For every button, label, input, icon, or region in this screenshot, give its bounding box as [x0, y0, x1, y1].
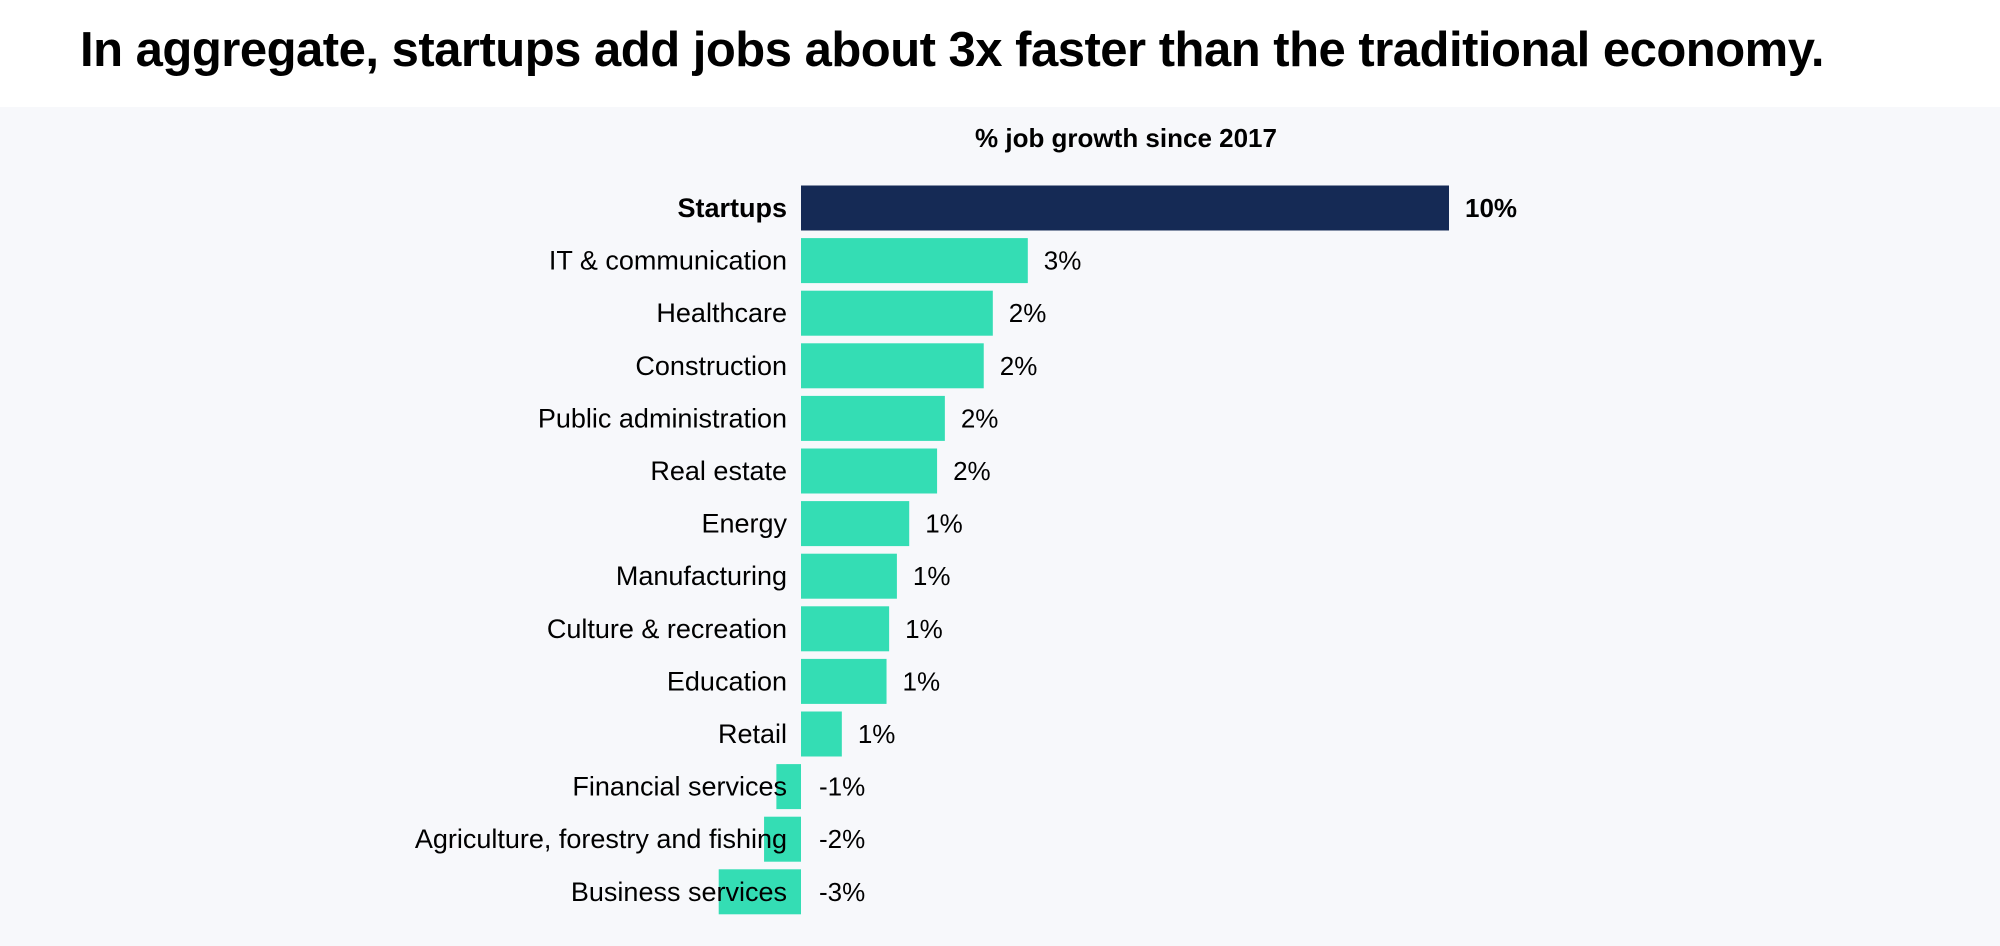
category-label-business-services: Business services [571, 877, 787, 907]
category-label-energy: Energy [701, 509, 787, 539]
category-label-culture-recreation: Culture & recreation [547, 614, 787, 644]
bar-real-estate [801, 448, 938, 494]
bar-retail [801, 711, 842, 757]
bar-healthcare [801, 290, 993, 336]
category-label-financial-services: Financial services [572, 772, 787, 802]
bar-agriculture-forestry-and-fishing [764, 816, 801, 862]
category-label-retail: Retail [718, 719, 787, 749]
category-label-manufacturing: Manufacturing [616, 561, 787, 591]
category-label-it-communication: IT & communication [549, 246, 787, 276]
value-label-it-communication: 3% [1044, 246, 1082, 276]
category-label-education: Education [667, 666, 787, 696]
value-label-education: 1% [903, 666, 941, 696]
category-label-agriculture-forestry-and-fishing: Agriculture, forestry and fishing [415, 824, 787, 854]
value-label-financial-services: -1% [819, 772, 865, 802]
category-label-healthcare: Healthcare [656, 298, 787, 328]
value-label-construction: 2% [1000, 351, 1038, 381]
value-label-startups: 10% [1465, 193, 1517, 223]
chart-panel: % job growth since 2017 Startups 10% IT & … [0, 107, 2000, 946]
bar-chart: % job growth since 2017 Startups 10% IT & … [415, 123, 1517, 915]
value-label-retail: 1% [858, 719, 896, 749]
value-label-agriculture-forestry-and-fishing: -2% [819, 824, 865, 854]
page-title: In aggregate, startups add jobs about 3x… [80, 23, 1824, 77]
bar-financial-services [776, 764, 801, 810]
value-label-energy: 1% [925, 509, 963, 539]
bar-energy [801, 501, 910, 547]
value-label-healthcare: 2% [1009, 298, 1047, 328]
value-label-manufacturing: 1% [913, 561, 951, 591]
bar-it-communication [801, 238, 1028, 284]
value-label-public-administration: 2% [961, 403, 999, 433]
bar-startups [801, 185, 1449, 231]
bar-manufacturing [801, 553, 897, 599]
category-label-startups: Startups [677, 193, 787, 223]
bar-business-services [718, 869, 801, 915]
bars-group: Startups 10% IT & communication 3% Healthcar… [415, 185, 1517, 915]
bar-culture-recreation [801, 606, 890, 652]
value-label-business-services: -3% [819, 877, 865, 907]
bar-public-administration [801, 395, 945, 441]
bar-education [801, 658, 887, 704]
chart-subtitle: % job growth since 2017 [975, 123, 1277, 153]
category-label-public-administration: Public administration [538, 403, 787, 433]
bar-construction [801, 343, 984, 389]
category-label-real-estate: Real estate [650, 456, 787, 486]
value-label-culture-recreation: 1% [905, 614, 943, 644]
category-label-construction: Construction [635, 351, 787, 381]
value-label-real-estate: 2% [953, 456, 991, 486]
